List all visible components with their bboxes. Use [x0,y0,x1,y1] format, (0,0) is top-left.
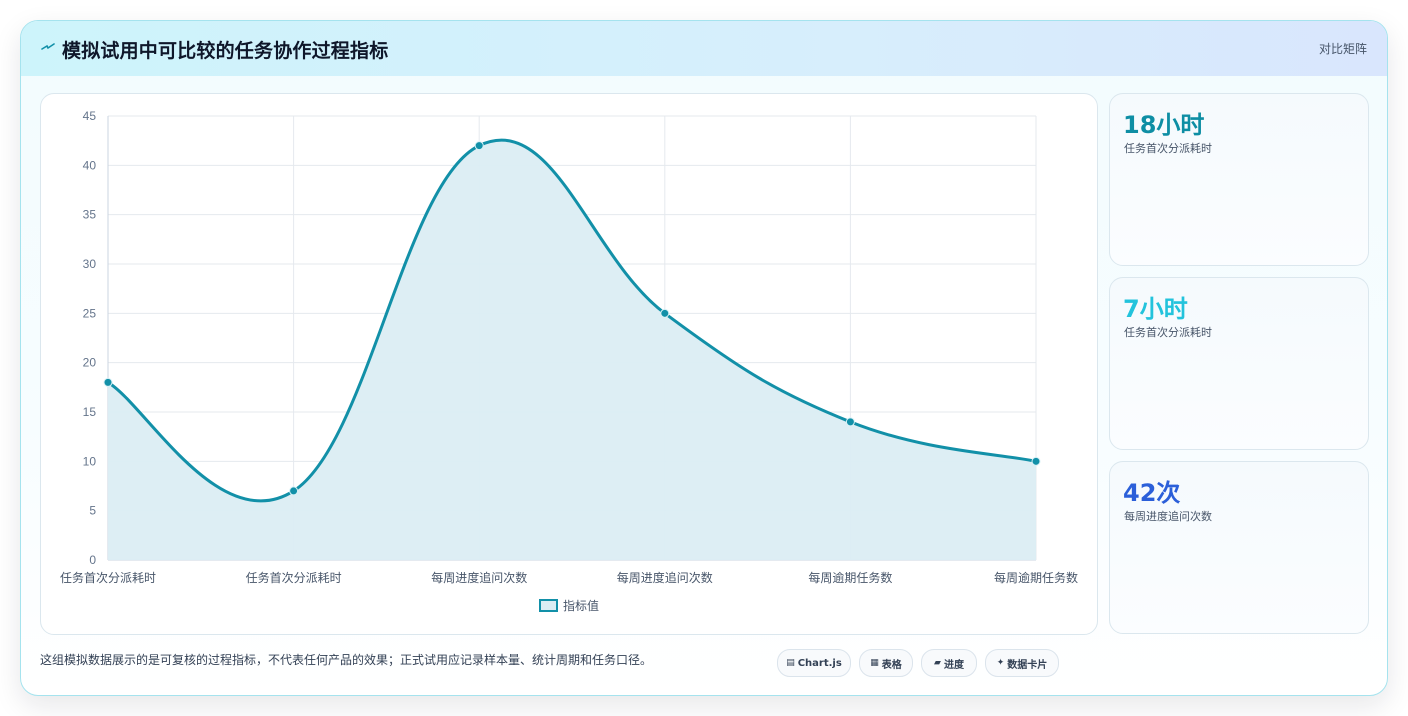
stat-card-1: 18小时 任务首次分派耗时 [1109,93,1369,266]
table-icon: ▦ [870,658,879,668]
x-tick-label: 每周逾期任务数 [808,570,892,585]
stat-label: 任务首次分派耗时 [1124,326,1212,339]
area-chart: 0 5 10 15 20 25 30 35 40 45 任务首次分派耗时 任务首次分派耗时 每周进度追问… [60,109,1078,613]
stat-label: 任务首次分派耗时 [1124,142,1212,155]
stat-card-2: 7小时 任务首次分派耗时 [1109,277,1369,450]
footer-note: 这组模拟数据展示的是可复核的过程指标，不代表任何产品的效果；正式试用应记录样本量… [40,653,653,667]
progress-icon: ▰ [934,658,941,668]
chartjs-tag[interactable]: ▤ Chart.js [777,649,851,677]
stat-label: 每周进度追问次数 [1124,510,1212,523]
x-tick-label: 任务首次分派耗时 [60,570,156,585]
card-header: 模拟试用中可比较的任务协作过程指标 对比矩阵 [21,21,1387,76]
series-area-fill [108,140,1036,560]
y-tick-label: 45 [83,109,97,123]
dashboard-card: 模拟试用中可比较的任务协作过程指标 对比矩阵 0 5 10 15 20 25 30 35 40 4… [20,20,1388,696]
stat-value: 42次 [1123,479,1181,507]
progress-tag[interactable]: ▰ 进度 [921,649,977,677]
chart-icon: ▤ [786,658,795,668]
compare-matrix-label: 对比矩阵 [1318,42,1367,56]
stat-card-3: 42次 每周进度追问次数 [1109,461,1369,634]
tag-label: 表格 [881,659,902,671]
stat-value: 7小时 [1123,295,1188,323]
legend-label: 指标值 [563,598,599,613]
table-tag[interactable]: ▦ 表格 [859,649,913,677]
stat-value: 18小时 [1123,111,1205,139]
data-card-tag[interactable]: ✦ 数据卡片 [985,649,1059,677]
y-tick-label: 10 [83,454,97,468]
lightning-icon [41,43,55,50]
y-tick-label: 15 [83,405,97,419]
x-tick-label: 每周逾期任务数 [994,570,1078,585]
y-tick-label: 35 [83,208,97,222]
data-point [289,486,299,496]
y-tick-label: 25 [83,306,97,320]
sparkle-icon: ✦ [996,658,1005,668]
y-tick-label: 5 [89,504,96,518]
page-title: 模拟试用中可比较的任务协作过程指标 [62,40,389,62]
x-tick-label: 任务首次分派耗时 [246,570,342,585]
y-tick-label: 20 [83,356,97,370]
data-point [845,417,855,427]
tag-label: 进度 [943,659,964,671]
y-tick-label: 0 [89,553,96,567]
y-tick-label: 30 [83,257,97,271]
legend-swatch [539,599,558,612]
tag-label: Chart.js [797,657,842,669]
x-tick-label: 每周进度追问次数 [431,570,527,585]
data-point [1031,456,1041,466]
data-point [103,377,113,387]
data-point [474,141,484,151]
y-tick-label: 40 [83,158,97,172]
tag-label: 数据卡片 [1007,659,1048,671]
chart-panel: 0 5 10 15 20 25 30 35 40 45 任务首次分派耗时 任务首次分派耗时 每周进度追问… [40,93,1098,635]
data-point [660,308,670,318]
x-tick-label: 每周进度追问次数 [617,570,713,585]
